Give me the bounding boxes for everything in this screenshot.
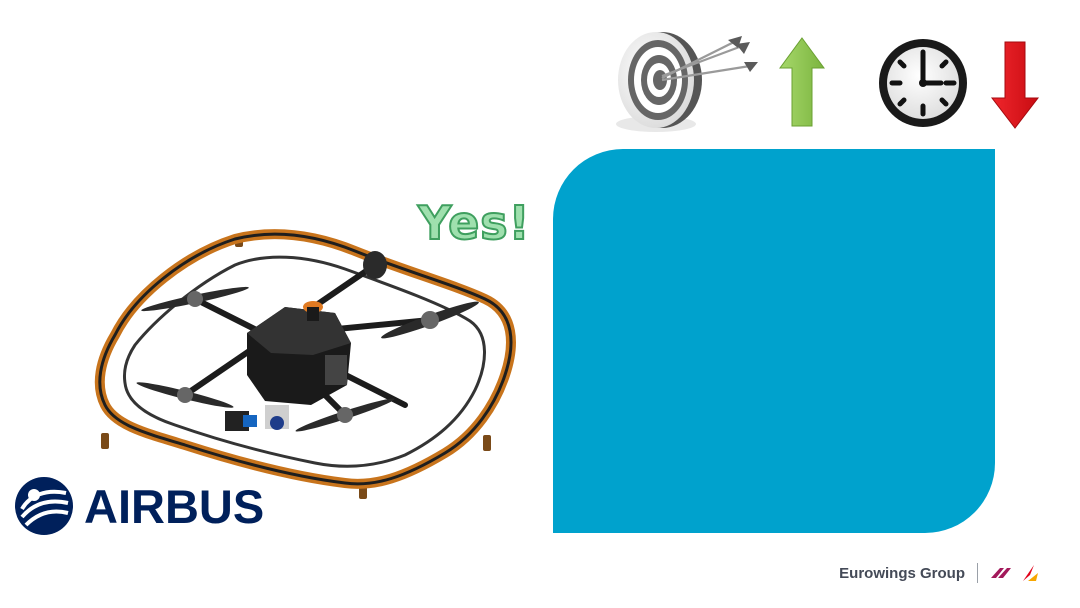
blue-content-panel	[553, 149, 995, 533]
airbus-wordmark: AIRBUS	[84, 479, 265, 533]
drone-image	[94, 229, 516, 499]
footer: Eurowings Group	[839, 563, 1040, 583]
footer-brand: Eurowings Group	[839, 564, 965, 582]
target-with-arrows-icon	[616, 32, 758, 132]
red-arrow-down-icon	[990, 41, 1040, 129]
yes-exclamation: Yes!	[417, 196, 531, 250]
clock-icon	[879, 39, 967, 127]
green-arrow-up-icon	[779, 37, 825, 127]
airbus-globe-icon	[15, 477, 73, 535]
eurowings-wings-icon	[991, 568, 1011, 578]
footer-divider	[977, 563, 978, 583]
airbus-logo: AIRBUS	[12, 475, 292, 537]
brand-feather-icon	[1023, 565, 1038, 581]
